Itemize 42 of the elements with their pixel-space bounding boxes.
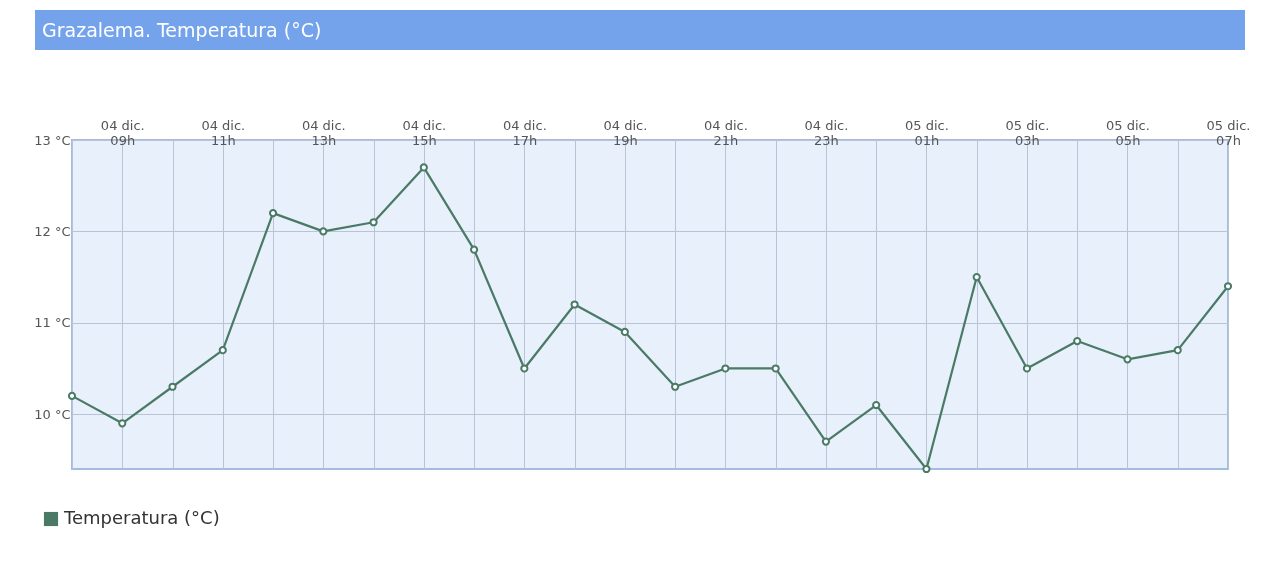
- point: [1123, 355, 1132, 364]
- y-tick-label: 12 °C: [34, 223, 71, 239]
- point: [118, 419, 127, 428]
- point: [771, 364, 780, 373]
- point: [268, 209, 278, 218]
- point: [520, 364, 529, 373]
- point: [1173, 346, 1182, 355]
- y-tick-label: 10 °C: [34, 406, 71, 422]
- point: [1022, 364, 1032, 373]
- point: [67, 391, 77, 400]
- point: [419, 163, 428, 172]
- point: [1073, 336, 1082, 346]
- x-tick-label: 04 dic. 09h: [100, 117, 145, 148]
- point: [570, 300, 579, 309]
- x-tick-label: 05 dic. 07h: [1206, 117, 1251, 148]
- x-tick-label: 04 dic. 19h: [603, 117, 648, 148]
- point: [972, 273, 981, 282]
- x-tick-label: 05 dic. 03h: [1005, 117, 1050, 148]
- x-tick-label: 04 dic. 23h: [804, 117, 849, 148]
- point: [369, 218, 378, 227]
- point: [671, 382, 680, 391]
- point: [721, 364, 730, 373]
- x-tick-label: 04 dic. 17h: [502, 117, 547, 148]
- chart-title: Grazalema. Temperatura (°C): [42, 19, 322, 41]
- point: [319, 227, 328, 236]
- x-tick-label: 05 dic. 05h: [1106, 117, 1150, 148]
- point: [922, 464, 931, 474]
- point: [470, 245, 479, 254]
- x-tick-label: 04 dic. 13h: [301, 117, 346, 148]
- point: [620, 327, 629, 336]
- point: [821, 437, 830, 446]
- x-tick-label: 04 dic. 21h: [703, 117, 748, 148]
- x-tick-label: 04 dic. 11h: [201, 117, 246, 148]
- x-tick-label: 05 dic. 01h: [905, 117, 949, 148]
- point: [872, 400, 881, 410]
- y-tick-label: 13 °C: [34, 132, 71, 148]
- point: [1223, 282, 1233, 291]
- legend-label: Temperatura (°C): [63, 507, 220, 528]
- x-tick-label: 04 dic. 15h: [402, 117, 447, 148]
- y-tick-label: 11 °C: [34, 315, 71, 331]
- point: [218, 346, 227, 355]
- point: [168, 382, 177, 391]
